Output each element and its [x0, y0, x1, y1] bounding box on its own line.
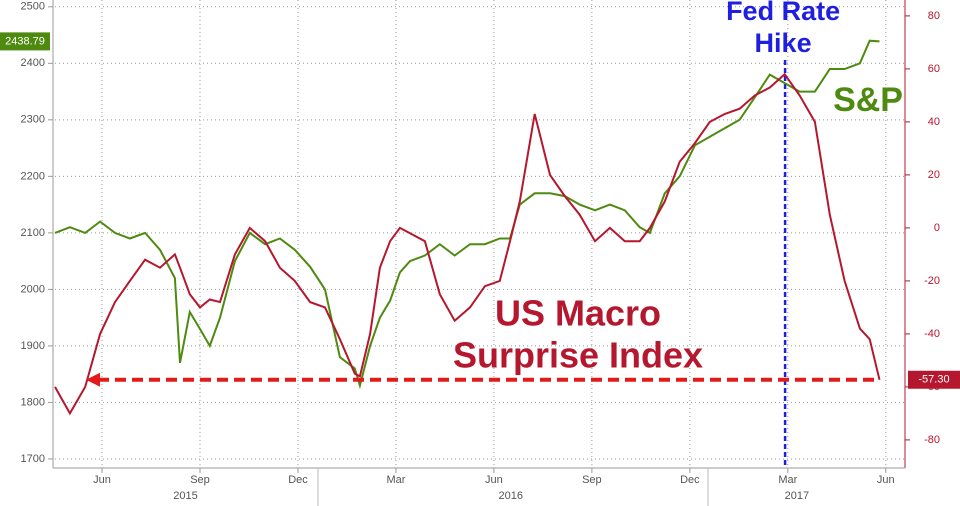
y-tick-label: 2100 — [21, 227, 45, 239]
arrow-head — [86, 372, 100, 387]
year-label: 2015 — [173, 490, 197, 502]
y2-tick-label: 80 — [928, 10, 940, 22]
x-tick-label: Sep — [190, 474, 210, 486]
x-tick-label: Dec — [680, 474, 700, 486]
last-value-tag — [908, 370, 960, 389]
y-tick-label: 1800 — [21, 396, 45, 408]
y2-tick-label: -80 — [924, 434, 940, 446]
macro-annotation: US Macro — [495, 293, 661, 334]
x-tick-label: Jun — [485, 474, 503, 486]
last-value-label: -57.30 — [918, 374, 949, 386]
y2-tick-label: -20 — [924, 275, 940, 287]
sp-annotation: S&P — [833, 81, 903, 119]
y-tick-label: 2400 — [21, 57, 45, 69]
y-tick-label: 2000 — [21, 283, 45, 295]
y-tick-label: 2300 — [21, 114, 45, 126]
fed-hike-annotation: Fed Rate — [726, 0, 840, 26]
x-tick-label: Dec — [288, 474, 308, 486]
macro-annotation: Surprise Index — [453, 335, 703, 376]
y-tick-label: 1900 — [21, 340, 45, 352]
y2-tick-label: -40 — [924, 328, 940, 340]
plot — [54, 39, 881, 468]
series-line — [54, 72, 881, 416]
year-label: 2016 — [499, 490, 523, 502]
y-tick-label: 1700 — [21, 453, 45, 465]
fed-hike-annotation: Hike — [755, 28, 812, 58]
grid — [55, 0, 905, 468]
last-value-tag — [0, 32, 50, 51]
y2-tick-label: 60 — [928, 63, 940, 75]
x-tick-label: Sep — [582, 474, 602, 486]
x-tick-label: Mar — [778, 474, 797, 486]
series-line — [54, 39, 880, 390]
x-tick-label: Jun — [93, 474, 111, 486]
x-tick-label: Mar — [386, 474, 405, 486]
y-tick-label: 2500 — [21, 1, 45, 13]
y2-tick-label: 40 — [928, 116, 940, 128]
y-tick-label: 2200 — [21, 170, 45, 182]
y2-tick-label: 20 — [928, 169, 940, 181]
year-label: 2017 — [785, 490, 809, 502]
x-tick-label: Jun — [877, 474, 895, 486]
y2-tick-label: 0 — [934, 222, 940, 234]
last-value-label: 2438.79 — [5, 35, 45, 47]
